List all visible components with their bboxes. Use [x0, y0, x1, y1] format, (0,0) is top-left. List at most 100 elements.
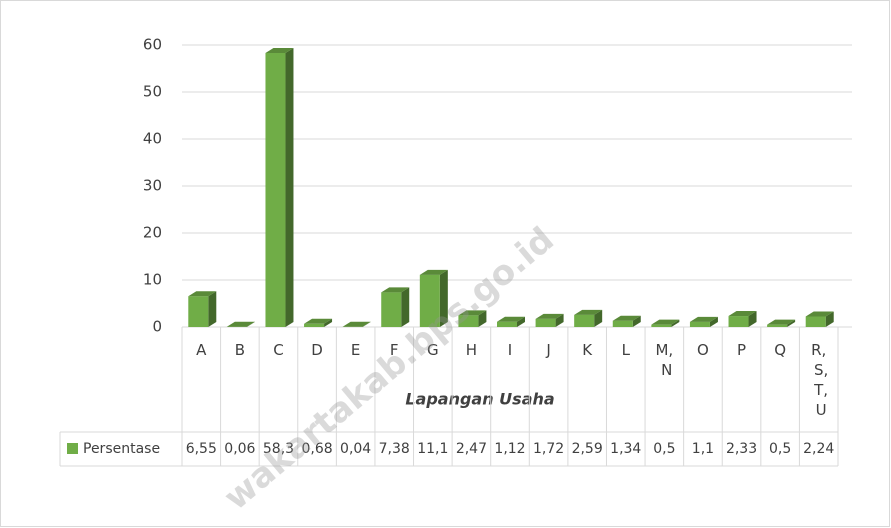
- bar-side: [825, 311, 834, 327]
- bar-side: [594, 309, 603, 327]
- bar-front: [651, 324, 672, 327]
- value-label: 1,34: [610, 441, 641, 457]
- x-tick-label: L: [622, 341, 631, 359]
- bar-top: [304, 318, 333, 324]
- value-label: 0,68: [301, 441, 332, 457]
- bar: [535, 313, 564, 327]
- bar-side: [517, 316, 525, 327]
- bar: [188, 291, 217, 327]
- bar: [381, 287, 410, 327]
- bar: [728, 311, 757, 327]
- bar-side: [632, 315, 641, 327]
- bar-top: [612, 315, 641, 321]
- value-label: 0,06: [224, 441, 255, 457]
- value-label: 6,55: [186, 441, 217, 457]
- bar-front: [419, 274, 440, 327]
- x-tick-label: B: [235, 341, 245, 359]
- bar-top: [728, 311, 757, 317]
- bar-front: [497, 321, 517, 327]
- bar: [419, 269, 448, 327]
- bar-front: [574, 314, 595, 327]
- x-tick-label: D: [311, 341, 323, 359]
- bar-front: [535, 318, 556, 327]
- value-label: 58,3: [263, 441, 294, 457]
- legend-label: Persentase: [83, 441, 160, 457]
- value-label: 1,12: [494, 441, 525, 457]
- value-label: 0,5: [769, 441, 791, 457]
- bar-side: [285, 47, 294, 328]
- bar: [304, 318, 333, 327]
- legend-swatch: [67, 443, 78, 454]
- bar-top: [689, 316, 718, 322]
- bar: [265, 47, 294, 328]
- bar-top: [381, 287, 410, 293]
- bar-side: [401, 287, 410, 327]
- bar-front: [767, 324, 788, 327]
- y-tick-label: 60: [143, 36, 162, 54]
- x-tick-label: A: [196, 341, 207, 359]
- value-label: 2,33: [726, 441, 757, 457]
- bar-top: [767, 319, 796, 325]
- bar-top: [342, 321, 371, 327]
- bar-front: [188, 296, 209, 327]
- value-label: 7,38: [379, 441, 410, 457]
- x-tick-label: K: [582, 341, 593, 359]
- bar-front: [458, 315, 479, 327]
- bar-top: [574, 309, 603, 315]
- x-tick-label: M, N: [655, 341, 673, 379]
- value-label: 2,47: [456, 441, 487, 457]
- bar-top: [226, 321, 255, 327]
- bar-front: [265, 52, 286, 328]
- y-tick-label: 20: [143, 224, 162, 242]
- y-tick-label: 10: [143, 271, 162, 289]
- x-tick-label: E: [351, 341, 360, 359]
- bar-side: [324, 318, 333, 327]
- bar-front: [304, 323, 325, 327]
- value-label: 1,72: [533, 441, 564, 457]
- bar-side: [246, 321, 255, 327]
- bar: [458, 310, 487, 327]
- bar-front: [805, 316, 826, 327]
- bar-top: [805, 311, 834, 317]
- bar-front: [728, 316, 749, 327]
- value-label: 1,1: [692, 441, 714, 457]
- bar-top: [535, 313, 564, 319]
- y-tick-label: 40: [143, 130, 162, 148]
- bar: [497, 316, 525, 327]
- value-label: 2,59: [572, 441, 603, 457]
- bar-side: [709, 316, 718, 327]
- bar: [574, 309, 603, 327]
- x-tick-label: R, S, T, U: [809, 341, 828, 419]
- bar-top: [458, 310, 487, 316]
- bar-side: [748, 311, 757, 327]
- x-axis-title: Lapangan Usaha: [405, 390, 554, 409]
- x-tick-label: C: [273, 341, 283, 359]
- y-tick-label: 30: [143, 177, 162, 195]
- x-tick-label: P: [737, 341, 746, 359]
- x-tick-label: H: [466, 341, 477, 359]
- bar-top: [497, 316, 525, 322]
- bar: [226, 321, 255, 327]
- bar-side: [362, 321, 371, 327]
- bar: [342, 321, 371, 327]
- bar-front: [381, 292, 402, 327]
- bar: [689, 316, 718, 327]
- bar-side: [439, 269, 448, 327]
- bar-top: [265, 47, 294, 53]
- bar-side: [787, 319, 796, 327]
- x-tick-label: F: [390, 341, 399, 359]
- bar: [612, 315, 641, 327]
- bar-front: [612, 320, 633, 327]
- bar: [651, 319, 680, 327]
- value-label: 0,5: [653, 441, 675, 457]
- bar-side: [555, 313, 564, 327]
- bar-front: [689, 321, 710, 327]
- bar-top: [188, 291, 217, 297]
- x-tick-label: Q: [774, 341, 786, 359]
- y-tick-label: 0: [152, 318, 162, 336]
- value-label: 11,1: [417, 441, 448, 457]
- bar: [767, 319, 796, 327]
- value-label: 2,24: [803, 441, 834, 457]
